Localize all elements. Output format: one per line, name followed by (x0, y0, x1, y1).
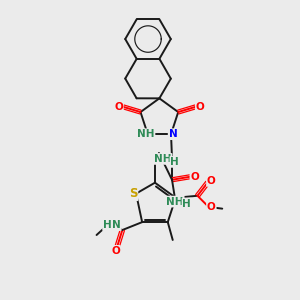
Text: O: O (207, 176, 216, 186)
Text: O: O (114, 102, 123, 112)
Text: O: O (196, 102, 205, 112)
Text: N: N (112, 220, 121, 230)
Text: NH: NH (154, 154, 172, 164)
Text: H: H (182, 199, 191, 208)
Text: N: N (169, 129, 177, 139)
Text: H: H (170, 157, 179, 167)
Text: H: H (103, 220, 112, 230)
Text: NH: NH (137, 129, 154, 139)
Text: O: O (111, 246, 120, 256)
Text: O: O (190, 172, 199, 182)
Text: O: O (207, 202, 216, 212)
Text: S: S (129, 187, 137, 200)
Text: NH: NH (166, 196, 184, 207)
